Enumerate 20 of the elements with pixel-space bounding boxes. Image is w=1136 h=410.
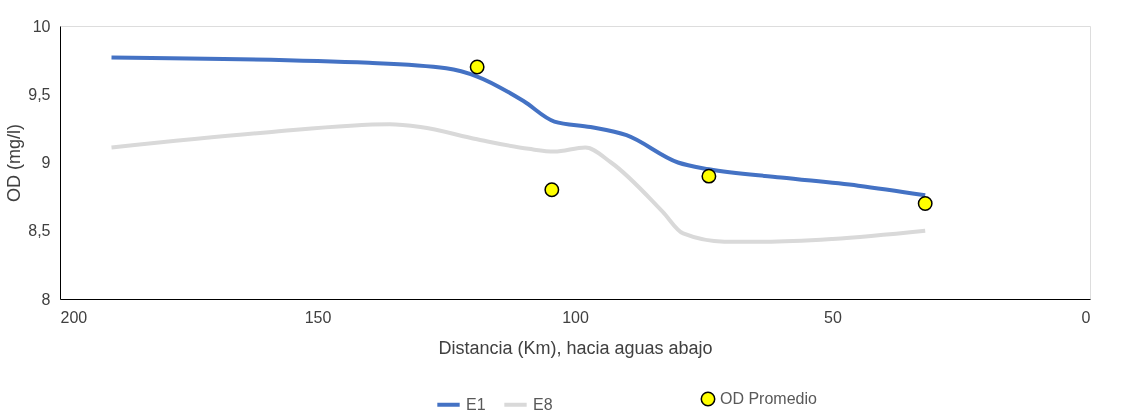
point: [917, 196, 933, 211]
legend-label: OD Promedio: [720, 390, 818, 407]
y-axis-title: OD (mg/l): [4, 124, 25, 202]
point: [469, 59, 485, 75]
point: [544, 182, 560, 198]
y-tick-label: 8: [41, 290, 51, 308]
x-tick-label: 100: [562, 308, 589, 326]
x-tick-label: 150: [304, 308, 332, 326]
y-tick-label: 10: [32, 17, 51, 35]
y-tick-label: 8,5: [28, 222, 51, 240]
x-tick-label: 50: [824, 308, 842, 326]
x-axis-title: Distancia (Km), hacia aguas abajo: [438, 337, 713, 358]
y-tick-label: 9,5: [28, 85, 51, 103]
legend-label: E1: [466, 395, 486, 410]
point: [701, 168, 717, 184]
legend-label: E8: [533, 395, 553, 410]
x-tick-label: 0: [1081, 308, 1091, 326]
x-tick-label: 200: [60, 308, 88, 326]
y-tick-label: 9: [41, 154, 51, 171]
line-series: [109, 122, 928, 244]
